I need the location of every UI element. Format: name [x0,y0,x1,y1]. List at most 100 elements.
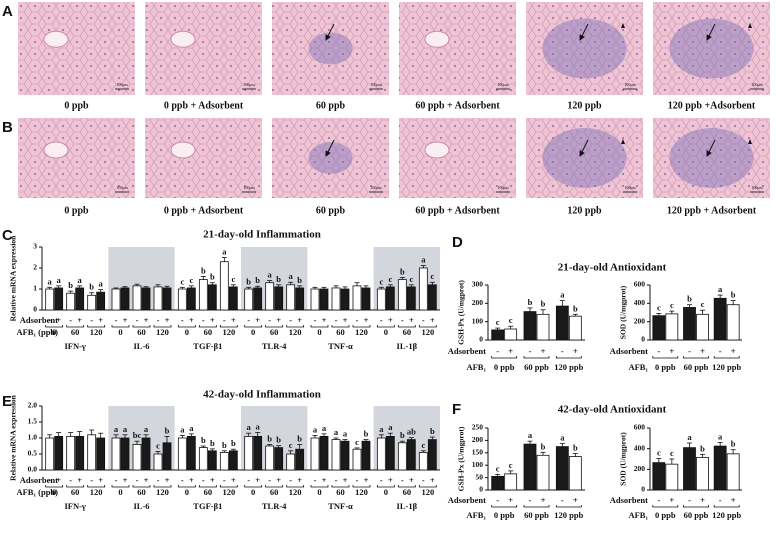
significance-letter: b [222,440,227,450]
afb1-level: 60 [204,327,213,337]
significance-letter: c [189,275,193,285]
triangle-marker [621,139,625,144]
x-category-label: 0 ppb [494,510,515,520]
bracket [523,505,550,508]
adsorbent-label: - [688,495,691,505]
bar [652,315,666,341]
triangle-marker [621,23,625,28]
adsorbent-label: - [90,475,93,485]
y-tick-label: 1.0 [28,433,38,442]
afb1-level: 0 [52,327,56,337]
significance-letter: c [496,463,500,473]
significance-letter: b [364,429,369,439]
afb1-level: 0 [185,487,189,497]
adsorbent-label: - [157,475,160,485]
bar [132,443,142,471]
bar [331,439,341,471]
bar [162,287,172,311]
bar [228,286,238,311]
micrograph-caption: 120 ppb + Adsorbent [667,205,757,216]
x-category-label: TNF-α [328,501,353,511]
adsorbent-label: - [335,475,338,485]
bar [286,453,296,471]
bar [568,456,582,491]
bracket [153,325,172,328]
significance-letter: b [573,442,578,452]
y-tick-label: 3 [33,242,37,251]
bracket [376,325,395,328]
significance-letter: b [210,438,215,448]
significance-letter: a [718,431,723,441]
x-category-label: TLR-4 [262,341,287,351]
adsorbent-label: - [69,315,72,325]
adsorbent-label: - [48,475,51,485]
bar [132,285,142,311]
bracket [683,356,709,359]
bar [652,462,666,491]
significance-letter: b [400,266,405,276]
adsorbent-label: + [210,475,215,485]
bar [536,313,550,341]
panel-label: E [2,393,12,410]
adsorbent-label: - [115,315,118,325]
chart-title: 42-day-old Inflammation [203,389,321,401]
bar [198,447,208,471]
vessel [424,141,450,159]
row-label: AFB₁ [628,362,648,372]
bar [504,473,518,491]
bar [207,284,217,311]
significance-letter: c [379,276,383,286]
significance-letter: b [276,435,281,445]
adsorbent-label: + [409,315,414,325]
significance-letter: c [231,274,235,284]
y-axis-label: SOD (U/mgprot) [619,285,628,339]
panel-label: B [2,119,13,136]
significance-letter: a [180,424,185,434]
bar [219,451,229,471]
bar [536,454,550,491]
y-tick-label: 0.5 [28,449,38,458]
infiltrate [542,128,627,188]
significance-letter: a [343,429,348,439]
adsorbent-label: + [343,475,348,485]
y-tick-label: 0 [33,305,37,314]
significance-letter: b [201,435,206,445]
row-label: Adsorbent [610,495,648,505]
chart-title: 21-day-old Inflammation [203,229,321,241]
significance-letter: a [268,270,273,280]
adsorbent-label: + [144,315,149,325]
bracket [397,485,416,488]
bar [696,313,709,341]
adsorbent-label: - [401,315,404,325]
bracket [45,485,64,488]
significance-letter: c [670,448,674,458]
adsorbent-label: - [380,315,383,325]
micrograph [18,118,135,198]
bracket [219,325,238,328]
afb1-level: 120 [156,487,169,497]
significance-letter: c [657,447,661,457]
adsorbent-label: - [268,475,271,485]
significance-letter: b [297,433,302,443]
significance-letter: c [509,460,513,470]
x-category-label: IFN-γ [64,341,85,351]
micrograph [526,118,643,198]
bar [265,282,275,311]
triangle-marker [748,23,752,28]
bar [418,451,428,471]
adsorbent-label: + [231,315,236,325]
significance-letter: a [78,275,83,285]
infiltrate [669,128,754,188]
y-tick-label: 0 [479,485,483,494]
bar [523,311,537,341]
adsorbent-label: - [314,475,317,485]
bracket [244,485,263,488]
bracket [418,485,437,488]
bar [555,305,569,341]
significance-letter: b [165,425,170,435]
bracket [111,485,130,488]
bar [162,442,172,471]
x-category-label: IL-6 [133,501,149,511]
micrograph [272,118,389,198]
adsorbent-label: + [165,315,170,325]
